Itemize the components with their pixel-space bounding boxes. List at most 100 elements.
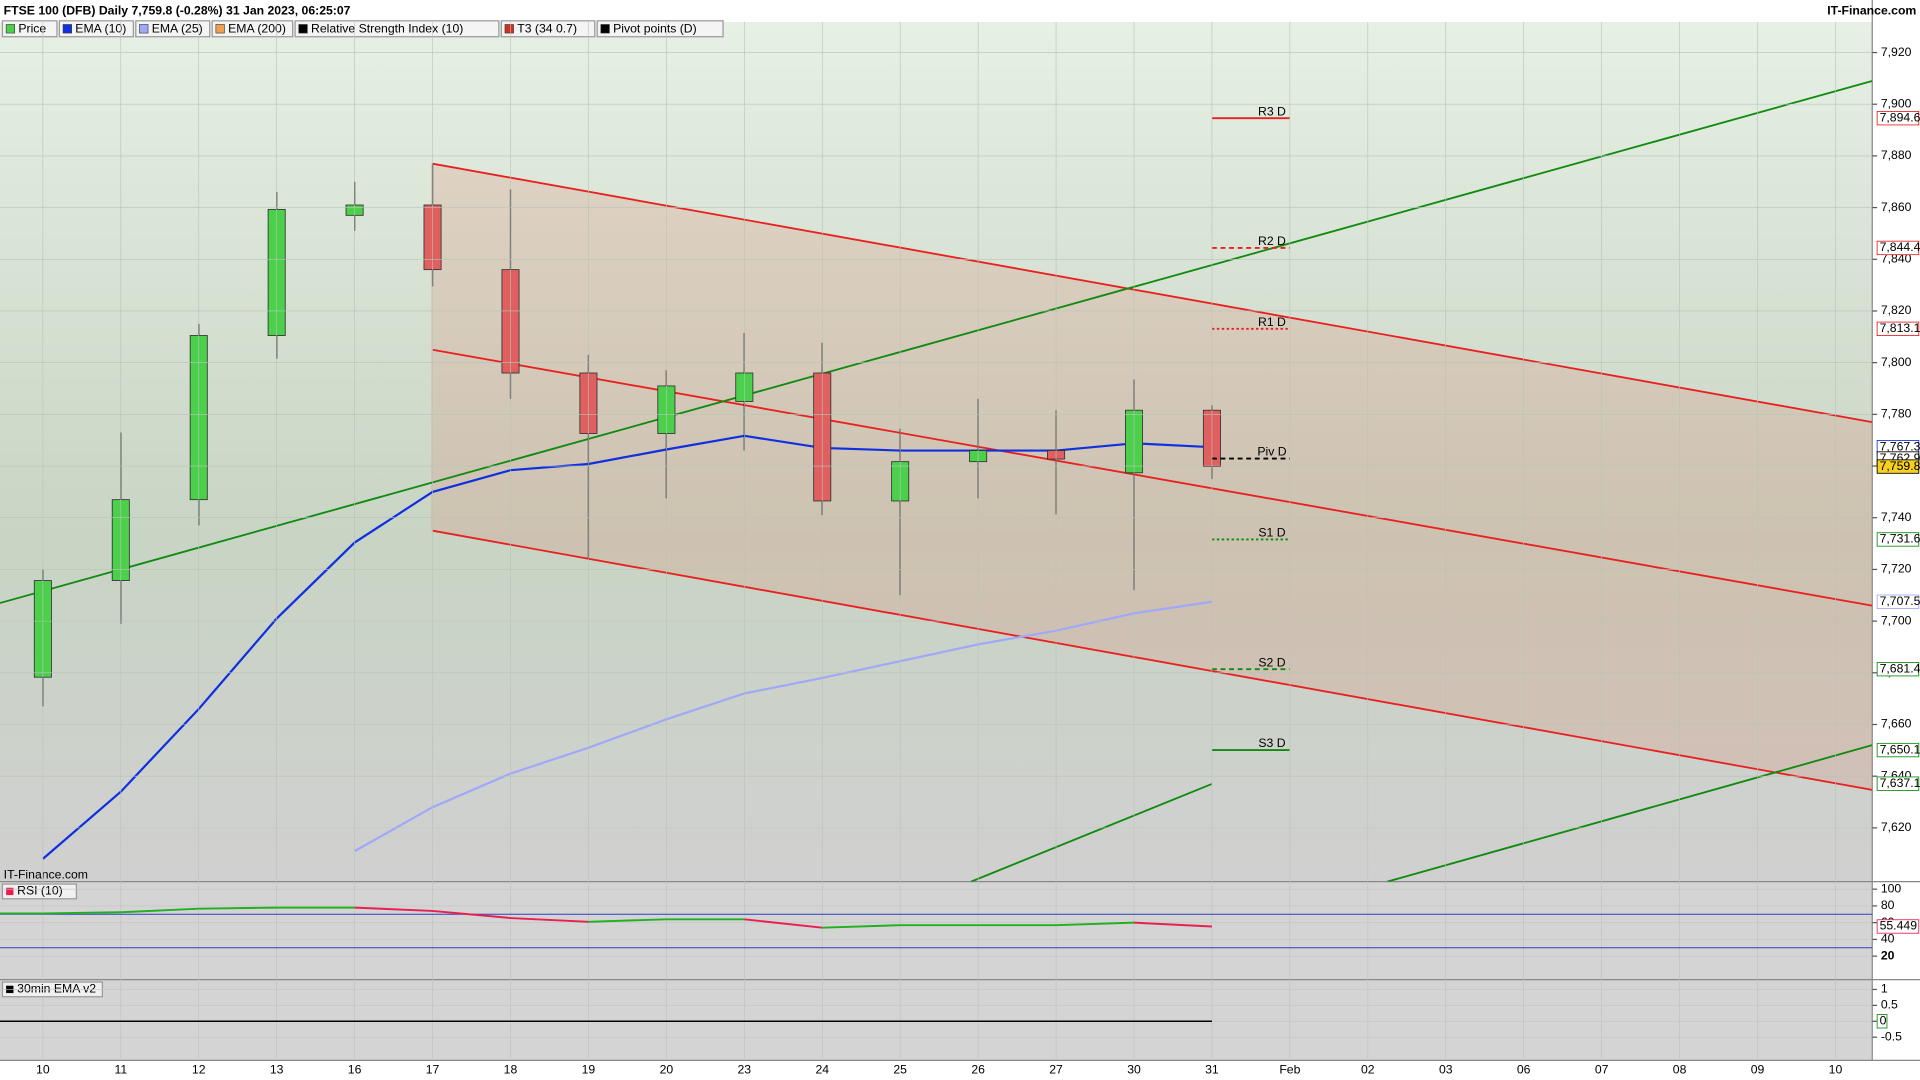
x-tick-label: 12	[192, 1062, 206, 1076]
y-tick-label: -0.5	[1881, 1029, 1902, 1043]
trendline	[432, 529, 1873, 791]
price-tag-label: 7,813.1	[1880, 321, 1920, 335]
x-tick-label: 16	[348, 1062, 362, 1076]
x-tick-label: 24	[815, 1062, 829, 1076]
ema-line	[42, 434, 1212, 860]
legend-item	[211, 20, 294, 38]
legend-label: Price	[18, 22, 46, 36]
title: FTSE 100 (DFB) Daily 7,759.8 (-0.28%) 31…	[4, 3, 351, 17]
trendline	[0, 80, 1873, 604]
price-tag	[1876, 594, 1920, 609]
x-tick-label: 11	[114, 1062, 127, 1076]
price-tag-label: 7,844.4	[1880, 240, 1920, 254]
main-panel	[0, 22, 1873, 882]
x-tick-label: 19	[582, 1062, 596, 1076]
x-tick-label: 18	[504, 1062, 518, 1076]
value-tag	[1876, 1014, 1888, 1029]
ema-line	[354, 600, 1213, 853]
panel-title-box	[1, 883, 78, 900]
y-tick-label: 40	[1881, 932, 1895, 946]
y-tick-label: 7,700	[1881, 613, 1912, 627]
y-tick-label: 80	[1881, 898, 1895, 912]
legend-item	[500, 20, 596, 38]
legend-label: Relative Strength Index (10)	[311, 22, 463, 36]
legend-item	[135, 20, 211, 38]
legend-label: EMA (200)	[228, 22, 286, 36]
pivot-label: S2 D	[1258, 655, 1285, 669]
x-tick-label: 31	[1205, 1062, 1219, 1076]
price-tag-label: 7,681.4	[1880, 661, 1920, 675]
rsi-segment	[1133, 921, 1212, 928]
x-tick-label: 27	[1049, 1062, 1063, 1076]
x-tick-label: 08	[1673, 1062, 1687, 1076]
legend-label: T3 (34 0.7)	[517, 22, 577, 36]
legend-swatch	[600, 24, 610, 34]
legend-item	[1, 20, 58, 38]
watermark: IT-Finance.com	[4, 868, 88, 882]
price-tag	[1876, 240, 1920, 256]
pivot-label: Piv D	[1257, 445, 1286, 459]
x-tick-label: 25	[893, 1062, 907, 1076]
y-tick-label: 7,620	[1881, 820, 1912, 834]
rsi-segment	[120, 907, 199, 914]
y-tick-label: 100	[1881, 881, 1902, 895]
x-tick-label: 17	[426, 1062, 440, 1076]
price-tag	[1876, 532, 1920, 547]
ema-panel	[0, 979, 1873, 1061]
plot-area	[0, 80, 1873, 882]
x-tick-label: 06	[1517, 1062, 1531, 1076]
y-tick-label: 7,780	[1881, 407, 1912, 421]
price-tag-label: 7,894.6	[1880, 110, 1920, 124]
y-tick-label: 7,920	[1881, 45, 1912, 59]
legend-label: EMA (10)	[75, 22, 126, 36]
x-tick-label: 13	[270, 1062, 284, 1076]
panel-title: 30min EMA v2	[17, 982, 96, 996]
rsi-segment	[198, 906, 277, 910]
y-tick-label: 0.5	[1881, 998, 1898, 1012]
panel-title-swatch	[6, 887, 14, 896]
y-tick-label: 1	[1881, 982, 1888, 996]
y-tick-label: 7,820	[1881, 303, 1912, 317]
y-tick-label: 7,740	[1881, 510, 1912, 524]
legend-swatch	[504, 24, 514, 34]
y-tick-label: 7,660	[1881, 717, 1912, 731]
legend-swatch	[5, 24, 15, 34]
price-tag	[1876, 662, 1920, 677]
trendline	[432, 162, 1873, 424]
price-tag	[1876, 742, 1920, 758]
y-tick-label: 7,860	[1881, 200, 1912, 214]
y-tick-label: 7,900	[1881, 96, 1912, 110]
pivot-label: R2 D	[1258, 234, 1286, 248]
y-tick-label: 7,880	[1881, 148, 1912, 162]
price-tag-label: 7,731.6	[1880, 532, 1920, 546]
value-tag	[1876, 919, 1920, 934]
x-tick-label: 30	[1127, 1062, 1141, 1076]
price-tag-label: 7,767.3	[1880, 439, 1920, 453]
rsi-segment	[354, 906, 433, 912]
trendline	[970, 783, 1213, 882]
legend-item	[58, 20, 134, 38]
legend-swatch	[215, 24, 225, 34]
x-tick-label: 09	[1751, 1062, 1765, 1076]
panel-title: RSI (10)	[17, 884, 63, 898]
rsi-segment	[744, 918, 823, 929]
price-tag	[1876, 459, 1920, 474]
x-tick-label: Feb	[1279, 1062, 1300, 1076]
price-tag-label: 7,707.5	[1880, 594, 1920, 608]
x-tick-label: 10	[1829, 1062, 1843, 1076]
price-tag	[1876, 111, 1920, 126]
y-tick-label: 20	[1881, 948, 1895, 962]
pivot-label: S3 D	[1258, 736, 1285, 750]
legend-swatch	[139, 24, 149, 34]
x-tick-label: 02	[1361, 1062, 1375, 1076]
rsi-segment	[1056, 921, 1135, 927]
price-tag-label: 7,637.1	[1880, 776, 1920, 790]
rsi-segment	[588, 918, 667, 923]
legend-item	[294, 20, 500, 38]
value-tag-label: 0	[1880, 1014, 1887, 1028]
x-tick-label: 23	[738, 1062, 752, 1076]
x-tick-label: 03	[1439, 1062, 1453, 1076]
x-tick-label: 07	[1595, 1062, 1609, 1076]
y-tick-label: 7,720	[1881, 562, 1912, 576]
